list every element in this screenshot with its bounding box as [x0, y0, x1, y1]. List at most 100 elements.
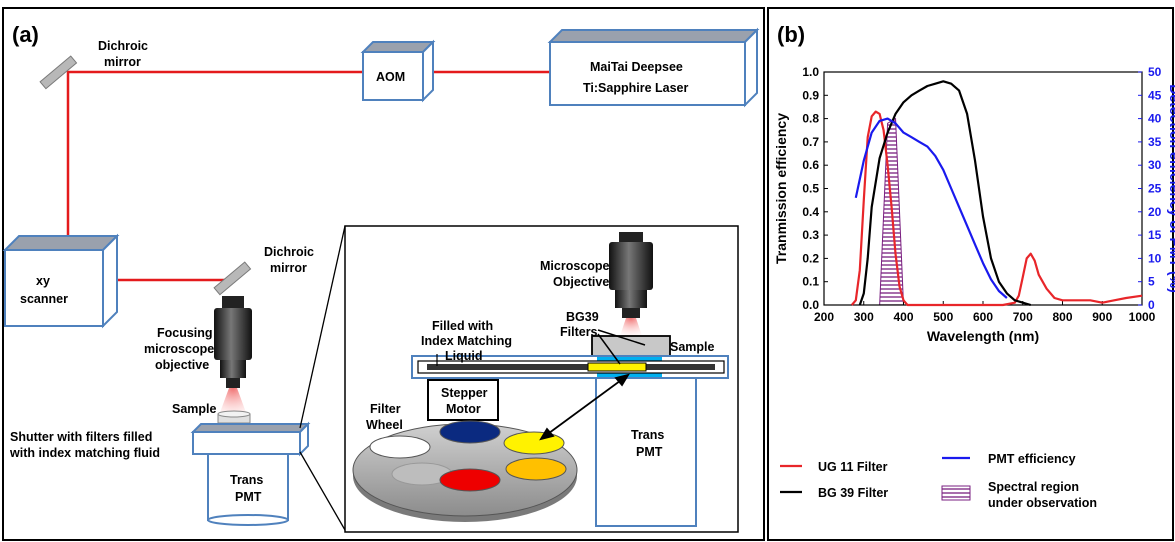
- bg39-label-2: Filters: [560, 325, 598, 339]
- y-tick-label: 0.5: [802, 182, 819, 196]
- ug11-line: [850, 110, 1143, 307]
- y2-tick-label: 35: [1148, 135, 1162, 149]
- zoom-line-top: [299, 225, 346, 429]
- chart-legend: UG 11 Filter BG 39 Filter PMT efficiency…: [780, 452, 1097, 510]
- filter-stage: [411, 355, 729, 379]
- x-tick-label: 700: [1013, 310, 1033, 324]
- dichroic-top-label: Dichroic: [98, 39, 148, 53]
- y-tick-label: 0.9: [802, 88, 819, 102]
- laser-label-2: Ti:Sapphire Laser: [583, 81, 688, 95]
- legend-region-label: Spectral region: [988, 480, 1079, 494]
- pmt-line: [854, 117, 1008, 299]
- plot-frame: [823, 71, 1143, 306]
- filter-wheel-label-2: Wheel: [366, 418, 403, 432]
- y-tick-label: 0.0: [802, 298, 819, 312]
- x-tick-label: 600: [973, 310, 993, 324]
- x-tick-label: 400: [893, 310, 913, 324]
- y-tick-label: 0.3: [802, 228, 819, 242]
- y-tick-label: 0.8: [802, 112, 819, 126]
- filled-label: Filled with: [432, 319, 493, 333]
- bg39-arrows: [597, 329, 646, 365]
- dichroic-mid-label: Dichroic: [264, 245, 314, 259]
- stepper-label: Stepper: [441, 386, 488, 400]
- dichroic-top-label-2: mirror: [104, 55, 141, 69]
- filter-wheel-arrow: [539, 373, 630, 441]
- laser-box: [547, 27, 760, 108]
- y2-tick-label: 15: [1148, 228, 1162, 242]
- filled-label-2: Index Matching: [421, 334, 512, 348]
- focusing-label-2: microscope: [144, 342, 214, 356]
- inset-objective: [609, 232, 653, 336]
- y2-tick-label: 30: [1148, 158, 1162, 172]
- panel-b-frame: [767, 7, 1174, 541]
- filter-wheel: [352, 420, 578, 522]
- x-tick-label: 300: [854, 310, 874, 324]
- filter-wheel-label: Filter: [370, 402, 401, 416]
- zoom-line-bottom: [299, 451, 346, 531]
- inset-sample: [591, 335, 671, 357]
- dichroic-mid-label-2: mirror: [270, 261, 307, 275]
- legend-bg39-label: BG 39 Filter: [818, 486, 888, 500]
- legend-region-swatch: [941, 485, 971, 501]
- y-tick-label: 0.2: [802, 251, 819, 265]
- legend-pmt-label: PMT efficiency: [988, 452, 1076, 466]
- x-tick-label: 800: [1052, 310, 1072, 324]
- trans-pmt-label: Trans: [230, 473, 263, 487]
- y2-tick-label: 50: [1148, 65, 1162, 79]
- shutter-box: [190, 421, 311, 457]
- aom-box: [360, 39, 436, 103]
- xy-scanner-label-2: scanner: [20, 292, 68, 306]
- sample-disk: [217, 410, 251, 424]
- filled-label-3: Liquid: [445, 349, 483, 363]
- y2-tick-label: 10: [1148, 251, 1162, 265]
- y-tick-label: 1.0: [802, 65, 819, 79]
- x-axis-label: Wavelength (nm): [927, 328, 1039, 344]
- focusing-label: Focusing: [157, 326, 213, 340]
- xy-scanner-box: [2, 233, 120, 329]
- inset-trans-pmt: [595, 377, 697, 527]
- y-tick-label: 0.7: [802, 135, 819, 149]
- y2-tick-label: 45: [1148, 88, 1162, 102]
- stepper-motor-box: [427, 379, 499, 421]
- inset-objective-label-2: Objective: [553, 275, 609, 289]
- legend-ug11-label: UG 11 Filter: [818, 460, 888, 474]
- y2-tick-label: 20: [1148, 205, 1162, 219]
- shutter-label-2: with index matching fluid: [9, 446, 160, 460]
- shutter-label: Shutter with filters filled: [10, 430, 152, 444]
- panel-b-title: (b): [777, 22, 805, 47]
- y2-tick-label: 5: [1148, 275, 1155, 289]
- focusing-label-3: objective: [155, 358, 209, 372]
- dichroic-mirror-top: [39, 55, 78, 90]
- y2-tick-label: 25: [1148, 182, 1162, 196]
- inset-trans-label-2: PMT: [636, 445, 663, 459]
- inset-trans-label: Trans: [631, 428, 664, 442]
- inset-objective-label: Microscope: [540, 259, 610, 273]
- stepper-label-2: Motor: [446, 402, 481, 416]
- x-tick-label: 500: [933, 310, 953, 324]
- laser-label: MaiTai Deepsee: [590, 60, 683, 74]
- bg39-line: [858, 80, 1032, 307]
- legend-region-label-2: under observation: [988, 496, 1097, 510]
- inset-sample-label: Sample: [670, 340, 715, 354]
- focusing-objective: [214, 296, 252, 418]
- y-tick-label: 0.1: [802, 275, 819, 289]
- dichroic-mirror-mid: [213, 261, 252, 296]
- y2-tick-label: 40: [1148, 112, 1162, 126]
- x-tick-label: 900: [1092, 310, 1112, 324]
- xy-scanner-label: xy: [36, 274, 50, 288]
- bg39-label: BG39: [566, 310, 599, 324]
- panel-a-frame: [2, 7, 765, 541]
- trans-pmt-label-2: PMT: [235, 490, 262, 504]
- transmission-chart: 200 300 400 500 600 700 800 900 10000.00.10.20.3…: [773, 65, 1175, 344]
- panel-a-title: (a): [12, 22, 39, 47]
- trans-pmt-cylinder: [207, 453, 289, 526]
- y-tick-label: 0.6: [802, 158, 819, 172]
- aom-label: AOM: [376, 70, 405, 84]
- sample-label: Sample: [172, 402, 217, 416]
- y-axis-label: Tranmission efficiency: [773, 113, 789, 264]
- x-tick-label: 200: [814, 310, 834, 324]
- x-tick-label: 1000: [1129, 310, 1156, 324]
- y-tick-label: 0.4: [802, 205, 819, 219]
- y2-tick-label: 0: [1148, 298, 1155, 312]
